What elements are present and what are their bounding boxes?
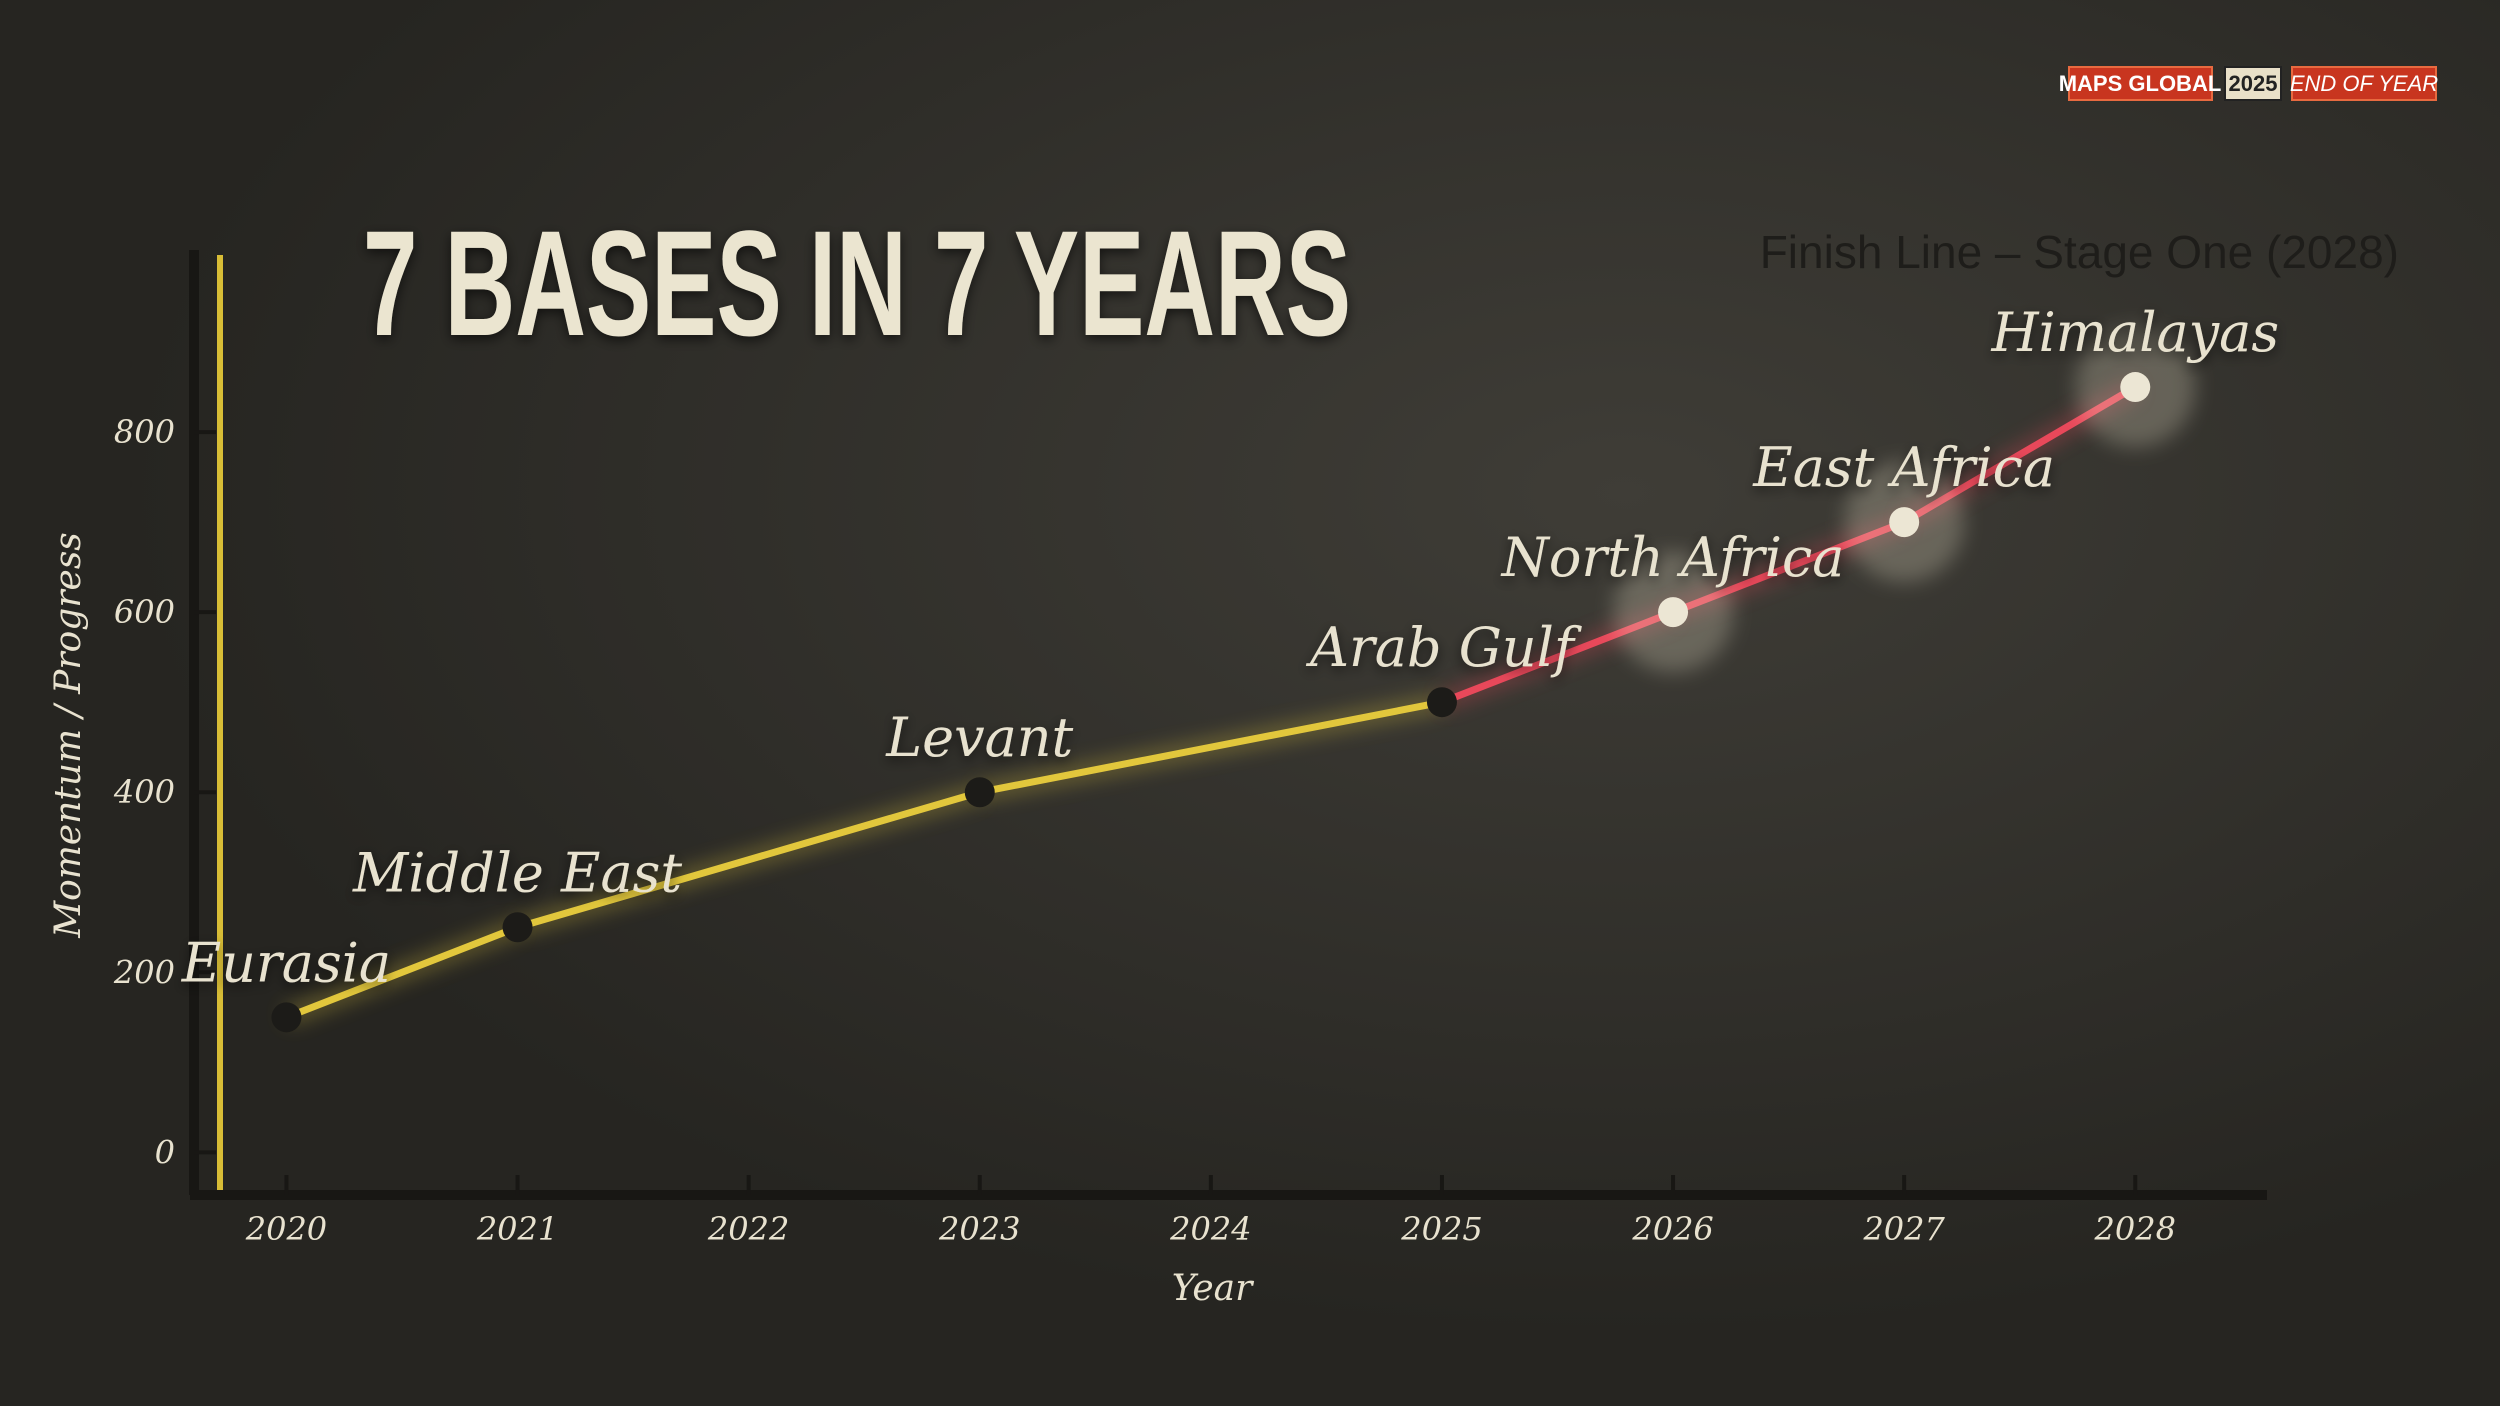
point-label: East Africa	[1752, 436, 2055, 499]
line-segment	[514, 788, 984, 931]
x-tick-label: 2028	[2094, 1210, 2176, 1248]
chart-title: 7 BASES IN 7 YEARS	[363, 199, 1351, 367]
x-tick-label: 2023	[938, 1210, 1020, 1248]
point	[964, 777, 995, 808]
x-tick-label: 2026	[1631, 1210, 1713, 1248]
x-tick-label: 2024	[1169, 1210, 1251, 1248]
x-tick-label: 2022	[707, 1210, 789, 1248]
line-segment	[976, 698, 1446, 796]
badge	[2224, 66, 2282, 101]
y-tick-label: 800	[114, 413, 175, 451]
x-tick-label: 2020	[245, 1210, 327, 1248]
point	[2120, 372, 2151, 403]
annotation: Finish Line – Stage One (2028)	[1760, 226, 2399, 278]
line-segment	[282, 923, 522, 1021]
point-label: Middle East	[352, 841, 682, 904]
x-tick-label: 2021	[476, 1210, 558, 1248]
point-label: Himalayas	[1990, 301, 2279, 364]
x-tick-label: 2027	[1862, 1210, 1945, 1248]
badge-text: END OF YEAR	[2290, 71, 2438, 96]
y-tick-label: 600	[114, 593, 175, 631]
badge-text: MAPS GLOBAL	[2059, 71, 2222, 96]
badge	[2068, 66, 2213, 101]
point	[1658, 597, 1689, 628]
point	[1889, 507, 1920, 538]
point	[1426, 687, 1457, 718]
y-axis-label: Momentum / Progress	[48, 532, 89, 939]
badge-text: 2025	[2229, 71, 2278, 96]
badge	[2291, 66, 2437, 101]
y-tick-label: 400	[113, 773, 175, 811]
point-label: Eurasia	[181, 931, 391, 994]
point-label: Arab Gulf	[1305, 616, 1582, 679]
point	[271, 1002, 302, 1033]
point-label: Levant	[885, 706, 1073, 769]
x-axis-label: Year	[1172, 1268, 1254, 1309]
y-tick-label: 200	[113, 953, 175, 991]
point	[502, 912, 533, 943]
x-tick-label: 2025	[1400, 1210, 1482, 1248]
point-label: North Africa	[1500, 526, 1845, 589]
y-tick-label: 0	[155, 1133, 175, 1171]
